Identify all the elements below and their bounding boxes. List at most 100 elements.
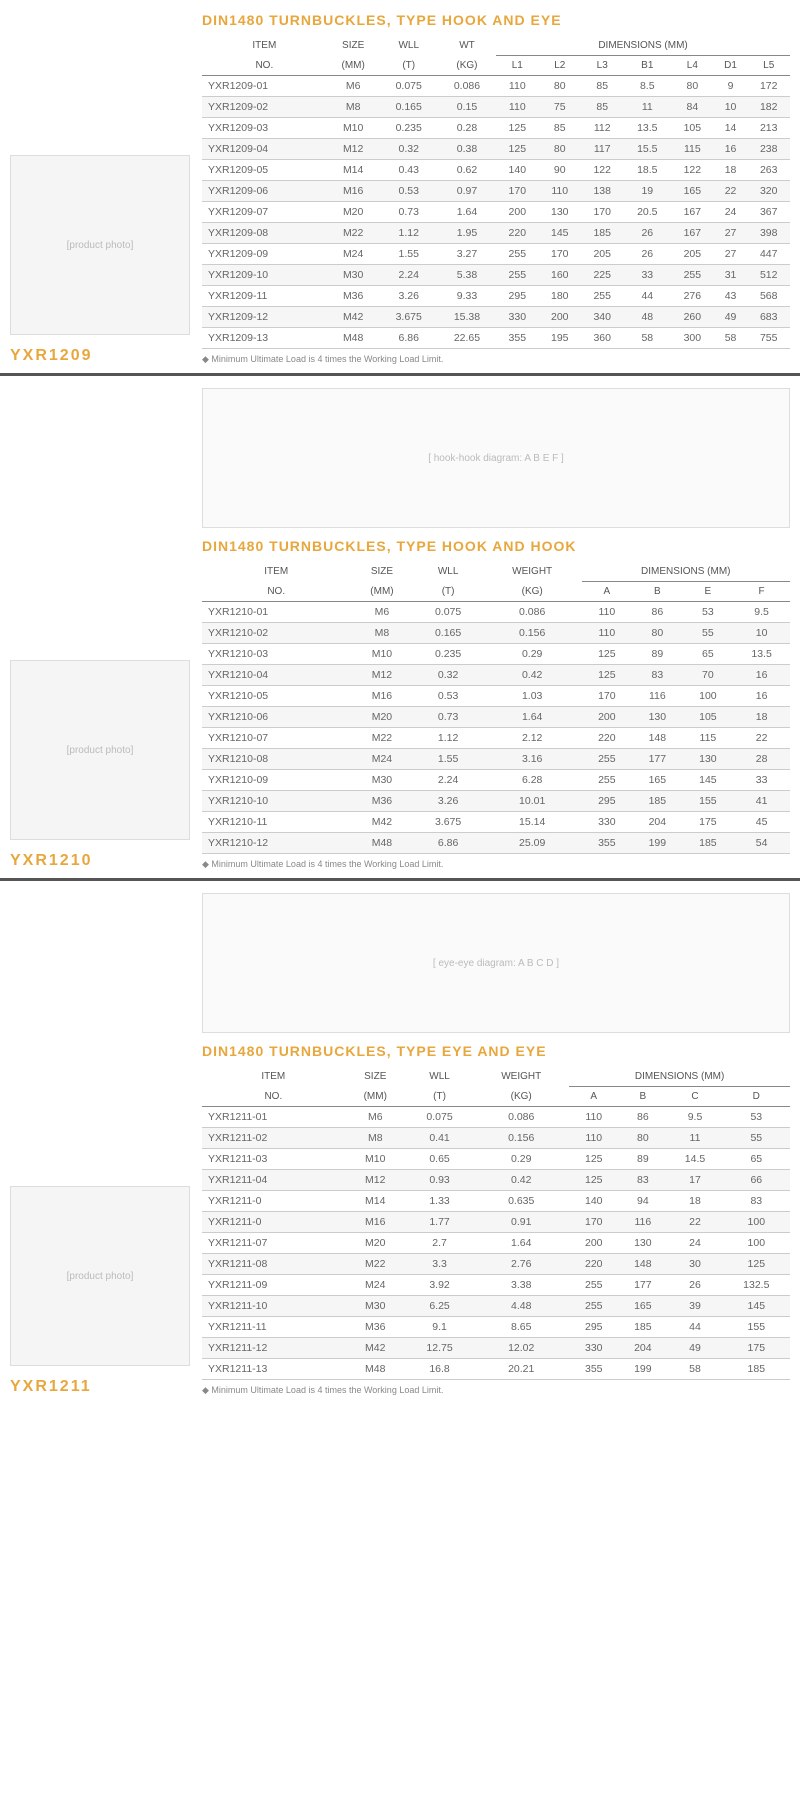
table-row: YXR1210-09M302.246.2825516514533 [202,770,790,791]
table-cell: M8 [327,97,380,118]
table-cell: 0.156 [473,1128,569,1149]
table-cell: 200 [569,1233,618,1254]
table-cell: YXR1210-05 [202,686,350,707]
table-subheader: NO. [202,56,327,76]
table-cell: 80 [539,139,581,160]
table-cell: 170 [496,181,538,202]
table-subheader: (MM) [345,1087,406,1107]
table-cell: 2.24 [413,770,482,791]
table-cell: 0.43 [380,160,438,181]
table-cell: 182 [747,97,790,118]
table-cell: 22 [714,181,748,202]
table-cell: 3.27 [438,244,496,265]
table-row: YXR1209-01M60.0750.08611080858.5809172 [202,76,790,97]
table-header: SIZE [327,36,380,56]
table-cell: 755 [747,328,790,349]
table-cell: 20.5 [623,202,671,223]
table-cell: 18 [733,707,790,728]
table-cell: 0.075 [380,76,438,97]
product-section: [product photo]YXR1211[ eye-eye diagram:… [0,881,800,1404]
table-cell: 49 [714,307,748,328]
table-cell: 54 [733,833,790,854]
table-subheader: NO. [202,582,350,602]
table-cell: 683 [747,307,790,328]
table-cell: 16 [733,686,790,707]
table-cell: YXR1210-09 [202,770,350,791]
table-header: WLL [406,1067,473,1087]
section-title: DIN1480 TURNBUCKLES, TYPE HOOK AND EYE [202,12,790,28]
table-cell: 30 [667,1254,722,1275]
table-row: YXR1210-06M200.731.6420013010518 [202,707,790,728]
table-cell: 110 [496,97,538,118]
table-cell: 132.5 [723,1275,790,1296]
table-cell: 1.55 [413,749,482,770]
product-image: [product photo] [10,660,190,840]
dimension-diagram: [ eye-eye diagram: A B C D ] [202,893,790,1033]
table-cell: 3.16 [483,749,582,770]
table-cell: 5.38 [438,265,496,286]
table-cell: YXR1211-12 [202,1338,345,1359]
table-cell: 15.38 [438,307,496,328]
table-cell: YXR1211-0 [202,1191,345,1212]
table-cell: YXR1209-04 [202,139,327,160]
table-cell: M42 [350,812,413,833]
table-cell: 39 [667,1296,722,1317]
table-subheader: L2 [539,56,581,76]
table-cell: 130 [618,1233,667,1254]
table-cell: M36 [345,1317,406,1338]
table-cell: M36 [350,791,413,812]
table-cell: 255 [496,265,538,286]
table-cell: YXR1209-05 [202,160,327,181]
table-subheader: C [667,1087,722,1107]
table-cell: 8.65 [473,1317,569,1338]
table-row: YXR1211-08M223.32.7622014830125 [202,1254,790,1275]
table-subheader: B1 [623,56,671,76]
table-cell: 48 [623,307,671,328]
table-row: YXR1209-06M160.530.971701101381916522320 [202,181,790,202]
table-cell: YXR1210-01 [202,602,350,623]
table-cell: YXR1210-12 [202,833,350,854]
table-cell: 1.03 [483,686,582,707]
table-cell: 70 [683,665,734,686]
table-cell: 0.53 [380,181,438,202]
table-row: YXR1209-05M140.430.621409012218.51221826… [202,160,790,181]
table-cell: 2.24 [380,265,438,286]
table-cell: 300 [671,328,713,349]
table-cell: M24 [327,244,380,265]
table-cell: 145 [539,223,581,244]
table-cell: 355 [496,328,538,349]
table-cell: 3.3 [406,1254,473,1275]
table-cell: 177 [632,749,683,770]
table-cell: 170 [539,244,581,265]
table-row: YXR1211-03M100.650.291258914.565 [202,1149,790,1170]
table-cell: 0.38 [438,139,496,160]
table-cell: 238 [747,139,790,160]
table-cell: 0.42 [483,665,582,686]
table-cell: 0.086 [438,76,496,97]
table-cell: 55 [723,1128,790,1149]
table-header: DIMENSIONS (MM) [569,1067,790,1087]
table-subheader: D1 [714,56,748,76]
spec-table: ITEMSIZEWLLWEIGHTDIMENSIONS (MM)NO.(MM)(… [202,1067,790,1380]
table-cell: 83 [723,1191,790,1212]
table-cell: 220 [569,1254,618,1275]
table-cell: 170 [582,686,633,707]
table-cell: YXR1209-10 [202,265,327,286]
table-cell: 0.075 [406,1107,473,1128]
table-cell: 255 [671,265,713,286]
table-header: WLL [413,562,482,582]
table-cell: M42 [345,1338,406,1359]
table-cell: 110 [569,1107,618,1128]
table-cell: 10 [714,97,748,118]
table-cell: 3.26 [380,286,438,307]
table-cell: M22 [327,223,380,244]
table-cell: 122 [581,160,623,181]
table-cell: 0.65 [406,1149,473,1170]
table-cell: 2.12 [483,728,582,749]
table-cell: 6.28 [483,770,582,791]
table-header: SIZE [350,562,413,582]
table-cell: 1.55 [380,244,438,265]
table-subheader: (KG) [438,56,496,76]
table-row: YXR1209-12M423.67515.3833020034048260496… [202,307,790,328]
table-cell: YXR1209-09 [202,244,327,265]
